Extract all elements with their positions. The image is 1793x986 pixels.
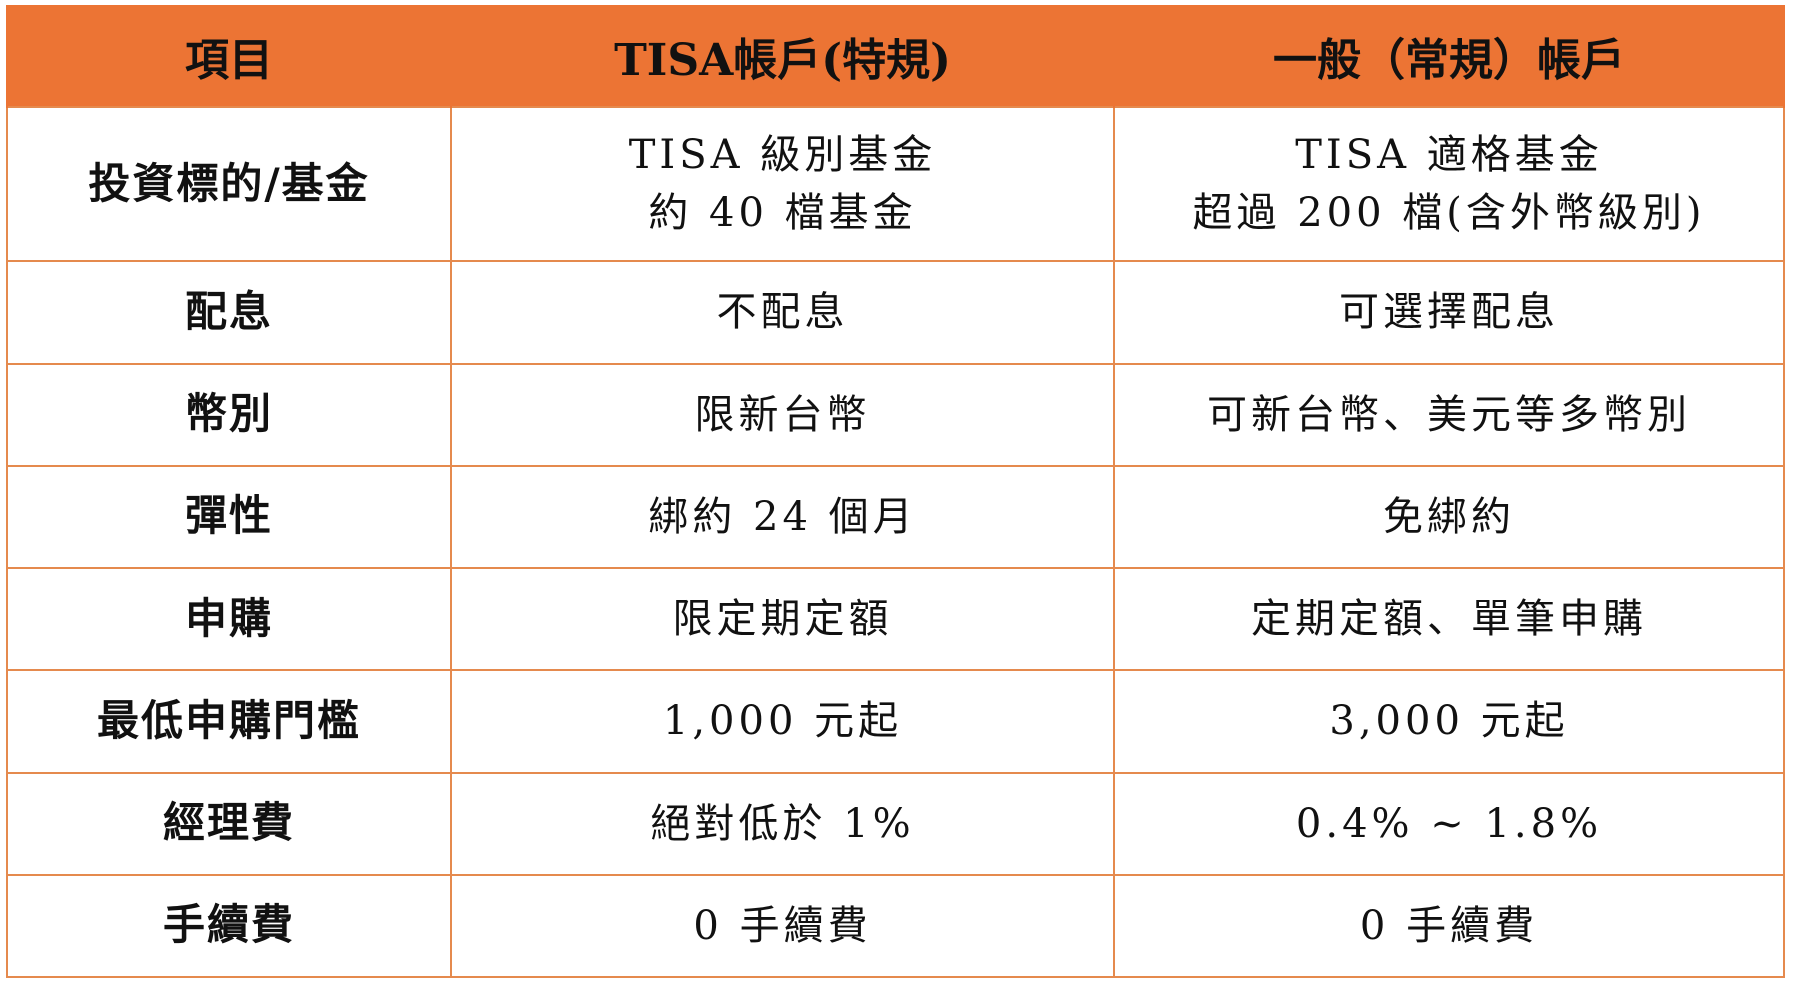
comparison-table-container: 項目 TISA帳戶(特規) 一般（常規）帳戶 投資標的/基金 TISA 級別基金…	[6, 5, 1785, 979]
table-row-currency: 幣別 限新台幣 可新台幣、美元等多幣別	[6, 362, 1785, 467]
row-label: 投資標的/基金	[6, 105, 452, 263]
tisa-cell: 1,000 元起	[450, 669, 1115, 774]
tisa-cell: 限定期定額	[450, 567, 1115, 672]
row-label: 配息	[6, 260, 452, 365]
table-row-handling-fee: 手續費 0 手續費 0 手續費	[6, 873, 1785, 979]
tisa-cell: 不配息	[450, 260, 1115, 365]
general-cell: 可選擇配息	[1113, 260, 1785, 365]
general-cell: 定期定額、單筆申購	[1113, 567, 1785, 672]
general-cell: 0.4% ~ 1.8%	[1113, 771, 1785, 876]
tisa-cell-line: TISA 級別基金	[628, 132, 937, 179]
general-cell-line: 超過 200 檔(含外幣級別)	[1192, 190, 1706, 237]
general-cell-line: TISA 適格基金	[1295, 132, 1603, 179]
general-cell: 可新台幣、美元等多幣別	[1113, 362, 1785, 467]
table-row-investment-target: 投資標的/基金 TISA 級別基金 約 40 檔基金 TISA 適格基金 超過 …	[6, 105, 1785, 263]
header-general-account: 一般（常規）帳戶	[1113, 5, 1785, 107]
general-cell: 0 手續費	[1113, 873, 1785, 979]
table-row-minimum-subscription: 最低申購門檻 1,000 元起 3,000 元起	[6, 669, 1785, 774]
tisa-cell: 限新台幣	[450, 362, 1115, 467]
row-label: 申購	[6, 567, 452, 672]
tisa-cell: 0 手續費	[450, 873, 1115, 979]
table-row-dividend: 配息 不配息 可選擇配息	[6, 260, 1785, 365]
row-label: 經理費	[6, 771, 452, 876]
table-row-management-fee: 經理費 絕對低於 1% 0.4% ~ 1.8%	[6, 771, 1785, 876]
row-label: 最低申購門檻	[6, 669, 452, 774]
tisa-cell-line: 約 40 檔基金	[648, 190, 917, 237]
general-cell: 免綁約	[1113, 464, 1785, 570]
row-label: 手續費	[6, 873, 452, 979]
account-comparison-table: 項目 TISA帳戶(特規) 一般（常規）帳戶 投資標的/基金 TISA 級別基金…	[6, 5, 1785, 979]
general-cell: 3,000 元起	[1113, 669, 1785, 774]
row-label: 彈性	[6, 464, 452, 570]
header-row: 項目 TISA帳戶(特規) 一般（常規）帳戶	[6, 5, 1785, 107]
tisa-cell: TISA 級別基金 約 40 檔基金	[450, 105, 1115, 263]
header-tisa-account: TISA帳戶(特規)	[450, 5, 1115, 107]
table-row-flexibility: 彈性 綁約 24 個月 免綁約	[6, 464, 1785, 570]
general-cell: TISA 適格基金 超過 200 檔(含外幣級別)	[1113, 105, 1785, 263]
tisa-cell: 綁約 24 個月	[450, 464, 1115, 570]
row-label: 幣別	[6, 362, 452, 467]
header-item: 項目	[6, 5, 452, 107]
tisa-cell: 絕對低於 1%	[450, 771, 1115, 876]
table-row-subscription: 申購 限定期定額 定期定額、單筆申購	[6, 567, 1785, 672]
